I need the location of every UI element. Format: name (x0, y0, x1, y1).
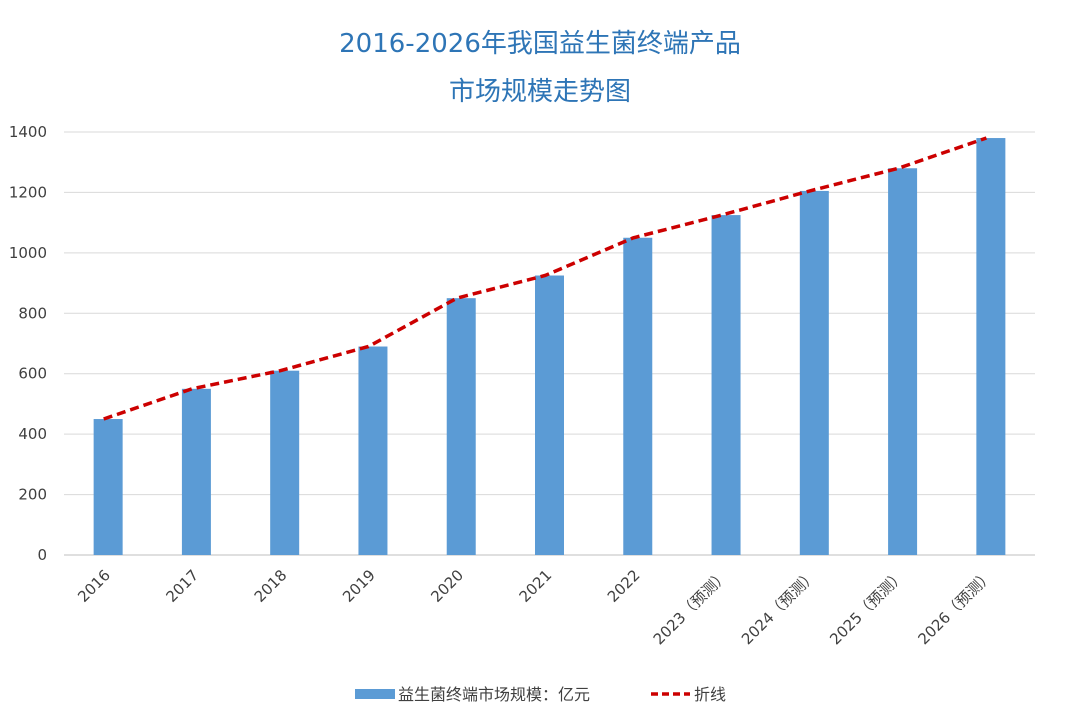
bar (976, 138, 1006, 556)
bar (93, 419, 123, 555)
x-tick-label: 2025（预测） (826, 566, 908, 648)
line-series (103, 136, 987, 421)
y-axis: 0 200 400 600 800 1000 1200 1400 (9, 123, 47, 564)
x-axis: 2016 2017 2018 2019 2020 2021 2022 2023（预测） 2024… (74, 566, 996, 648)
bar (623, 237, 653, 555)
y-tick-label: 400 (18, 425, 47, 443)
x-tick-label: 2021 (516, 566, 556, 606)
x-tick-label: 2022 (604, 566, 644, 606)
y-tick-label: 200 (18, 486, 47, 504)
trend-line (103, 136, 987, 421)
legend-bar-label: 益生菌终端市场规模：亿元 (398, 685, 590, 704)
x-tick-label: 2019 (339, 566, 379, 606)
chart-title-line-2: 市场规模走势图 (448, 77, 631, 107)
x-tick-label: 2023（预测） (650, 566, 732, 648)
bar (888, 168, 918, 555)
bar (181, 388, 211, 555)
bar (711, 215, 741, 555)
y-tick-label: 1400 (9, 123, 47, 141)
x-tick-label: 2017 (163, 566, 203, 606)
bar (799, 190, 829, 556)
bar (446, 298, 476, 555)
bar (270, 370, 300, 555)
legend-line-label: 折线 (694, 685, 726, 704)
y-tick-label: 600 (18, 365, 47, 383)
y-tick-label: 0 (37, 546, 47, 564)
x-tick-label: 2024（预测） (738, 566, 820, 648)
y-tick-label: 800 (18, 304, 47, 322)
x-tick-label: 2020 (427, 566, 467, 606)
x-tick-label: 2018 (251, 566, 291, 606)
x-tick-label: 2016 (74, 566, 114, 606)
bar (358, 346, 388, 555)
legend-bar-swatch (355, 689, 395, 699)
bar-series (93, 138, 1006, 556)
legend: 益生菌终端市场规模：亿元 折线 (355, 685, 726, 704)
x-tick-label: 2026（预测） (915, 566, 997, 648)
y-tick-label: 1200 (9, 183, 47, 201)
y-tick-label: 1000 (9, 244, 47, 262)
chart-title-line-1: 2016-2026年我国益生菌终端产品 (339, 29, 741, 59)
bar (535, 275, 564, 555)
